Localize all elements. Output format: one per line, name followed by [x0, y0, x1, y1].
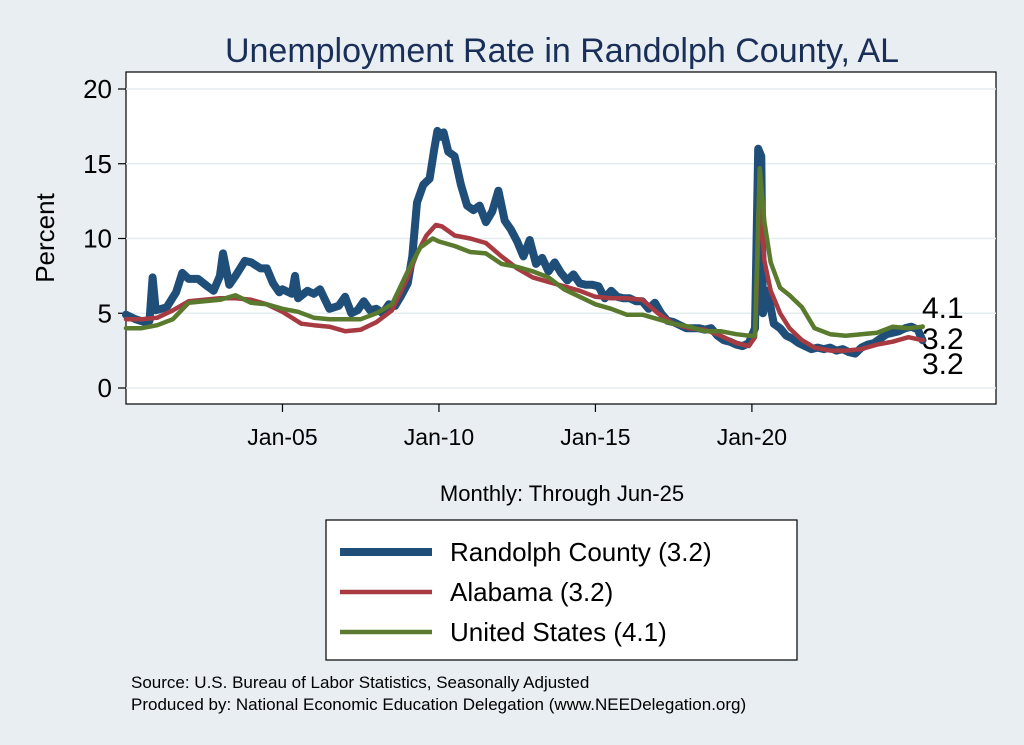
- y-axis-label: Percent: [30, 192, 60, 282]
- producer-line: Produced by: National Economic Education…: [131, 695, 746, 714]
- end-label: 4.1: [922, 292, 964, 325]
- x-axis-ticks: Jan-05 Jan-10 Jan-15 Jan-20: [247, 404, 787, 450]
- x-tick-label: Jan-15: [560, 424, 630, 450]
- end-labels: 4.13.23.2: [922, 292, 964, 381]
- y-tick-label: 10: [83, 224, 112, 254]
- y-tick-label: 20: [83, 74, 112, 104]
- source-line: Source: U.S. Bureau of Labor Statistics,…: [131, 673, 589, 692]
- series-end-point: [919, 337, 925, 343]
- y-axis-ticks: 0 5 10 15 20: [83, 74, 126, 403]
- y-tick-label: 15: [83, 149, 112, 179]
- legend-label: Alabama (3.2): [450, 577, 613, 607]
- series-line-united-states: [123, 165, 925, 338]
- legend-label: Randolph County (3.2): [450, 537, 712, 567]
- series-line-randolph-county: [122, 126, 927, 358]
- legend: Randolph County (3.2) Alabama (3.2) United…: [325, 519, 798, 661]
- series-end-point: [919, 324, 925, 330]
- series-lines: [122, 126, 927, 358]
- gridlines: [126, 88, 996, 389]
- x-axis-label: Monthly: Through Jun-25: [440, 481, 684, 506]
- legend-label: United States (4.1): [450, 617, 667, 647]
- x-tick-label: Jan-05: [247, 424, 317, 450]
- x-tick-label: Jan-10: [404, 424, 474, 450]
- x-tick-label: Jan-20: [717, 424, 787, 450]
- y-tick-label: 0: [98, 373, 112, 403]
- end-label: 3.2: [922, 323, 964, 356]
- y-tick-label: 5: [98, 298, 112, 328]
- end-label: 3.2: [922, 348, 964, 381]
- chart-title: Unemployment Rate in Randolph County, AL: [225, 32, 899, 70]
